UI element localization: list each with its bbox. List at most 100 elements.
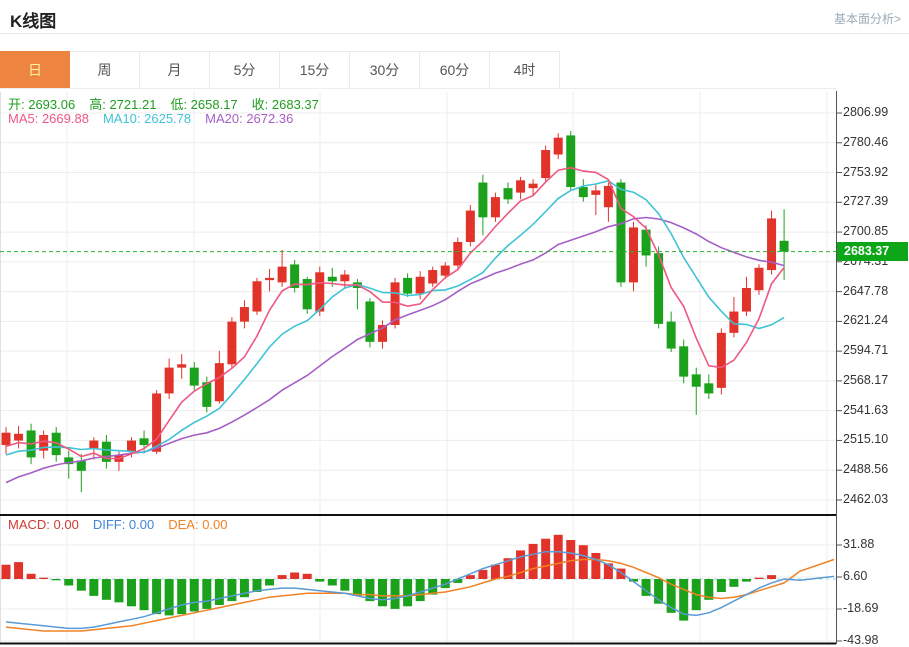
macd-bar	[1, 564, 11, 579]
candle-body	[76, 460, 86, 471]
candle-body	[729, 311, 739, 333]
tab-week[interactable]: 周	[70, 51, 140, 88]
candle-body	[252, 281, 262, 312]
price-axis-label: 2488.56	[843, 462, 889, 477]
timeframe-tabs: 日周月 5分 15分 30分 60分 4时	[0, 51, 836, 89]
tab-month[interactable]: 月	[140, 51, 210, 88]
macd-bar	[127, 579, 136, 607]
tab-day[interactable]: 日	[0, 51, 70, 88]
ma-legend: MA5: 2669.88 MA10: 2625.78 MA20: 2672.36	[8, 111, 307, 126]
candle-body	[365, 301, 375, 342]
ma20-line	[5, 216, 785, 484]
macd-bar	[516, 550, 526, 579]
candle-body	[239, 307, 249, 322]
ma5-legend-item: MA5: 2669.88	[8, 111, 89, 126]
candle-body	[503, 188, 513, 200]
macd-bar	[227, 579, 237, 602]
candle-body	[478, 182, 488, 218]
candle-body	[265, 277, 275, 281]
ma10-legend-item: MA10: 2625.78	[102, 111, 192, 126]
candle-body	[101, 441, 111, 462]
candle-body	[754, 267, 764, 291]
price-axis-label: 2462.03	[843, 491, 889, 506]
tab-5min[interactable]: 5分	[210, 51, 280, 88]
candle-body	[741, 287, 751, 312]
macd-bar	[265, 579, 275, 586]
macd-bar	[164, 579, 174, 616]
macd-bar	[352, 579, 362, 596]
kline-chart-area: 开: 2693.06 高: 2721.21 低: 2658.17 收: 2683.37…	[0, 89, 909, 647]
candle-body	[666, 321, 676, 349]
candle-body	[277, 266, 287, 283]
candle-body	[214, 363, 224, 402]
macd-bar	[39, 577, 49, 579]
tab-30min[interactable]: 30分	[350, 51, 420, 88]
candle-body	[415, 276, 425, 294]
candle-body	[516, 180, 526, 193]
ohlc-low: 低: 2658.17	[170, 97, 238, 112]
candle-body	[691, 374, 701, 387]
price-axis-label: 2780.46	[843, 134, 889, 149]
price-axis-label: 2621.24	[843, 313, 889, 328]
candle-body	[152, 393, 162, 452]
candle-body	[1, 432, 11, 446]
macd-bar	[26, 573, 36, 579]
price-axis-label: 2647.78	[843, 283, 889, 298]
tab-15min[interactable]: 15分	[280, 51, 350, 88]
macd-axis-label: -18.69	[843, 601, 879, 615]
candle-body	[202, 382, 212, 407]
price-axis-label: 2806.99	[843, 105, 889, 119]
candle-body	[227, 321, 237, 365]
candle-body	[440, 265, 450, 276]
macd-bar	[541, 538, 551, 579]
candle-body	[390, 282, 400, 326]
candle-body	[378, 325, 387, 342]
macd-bar	[641, 579, 651, 596]
macd-bar	[503, 558, 513, 579]
ma5-line	[5, 166, 785, 460]
macd-bar	[365, 579, 375, 602]
ohlc-legend: 开: 2693.06 高: 2721.21 低: 2658.17 收: 2683.37	[8, 94, 333, 113]
candle-body	[189, 367, 199, 386]
macd-bar	[76, 579, 86, 591]
macd-bar	[340, 579, 350, 591]
macd-bar	[729, 579, 739, 587]
macd-bar	[89, 579, 99, 596]
macd-bar	[51, 579, 61, 581]
kline-chart-canvas[interactable]	[0, 89, 909, 646]
tab-4hour[interactable]: 4时	[490, 51, 560, 88]
macd-bar	[378, 579, 387, 607]
candle-body	[403, 277, 413, 294]
candle-body	[428, 270, 438, 284]
diff-line	[5, 550, 835, 630]
macd-bar	[603, 563, 613, 579]
macd-bar	[152, 579, 162, 615]
macd-bar	[277, 575, 287, 579]
macd-bar	[114, 579, 124, 603]
macd-bar	[202, 579, 212, 609]
candle-body	[767, 218, 777, 271]
macd-bar	[327, 579, 337, 586]
macd-bar	[754, 577, 764, 579]
macd-bar	[553, 534, 563, 579]
macd-bar	[177, 579, 187, 615]
price-axis-label: 2727.39	[843, 194, 889, 209]
macd-bar	[101, 579, 111, 600]
macd-bar	[214, 579, 224, 605]
dea-legend-item: DEA: 0.00	[168, 517, 228, 532]
macd-bar	[315, 579, 325, 582]
candle-body	[616, 182, 626, 283]
fundamental-analysis-link[interactable]: 基本面分析>	[833, 12, 901, 26]
ohlc-high: 高: 2721.21	[89, 97, 157, 112]
page-header: K线图 基本面分析>	[0, 0, 909, 34]
macd-bar	[239, 579, 249, 598]
candle-body	[716, 332, 726, 388]
macd-bar	[566, 540, 576, 579]
macd-bar	[64, 579, 74, 586]
macd-bar	[654, 579, 664, 604]
tab-60min[interactable]: 60分	[420, 51, 490, 88]
macd-axis-label: 31.88	[843, 537, 875, 551]
macd-bar	[616, 568, 626, 579]
macd-bar	[629, 579, 638, 582]
macd-bar	[139, 579, 149, 611]
